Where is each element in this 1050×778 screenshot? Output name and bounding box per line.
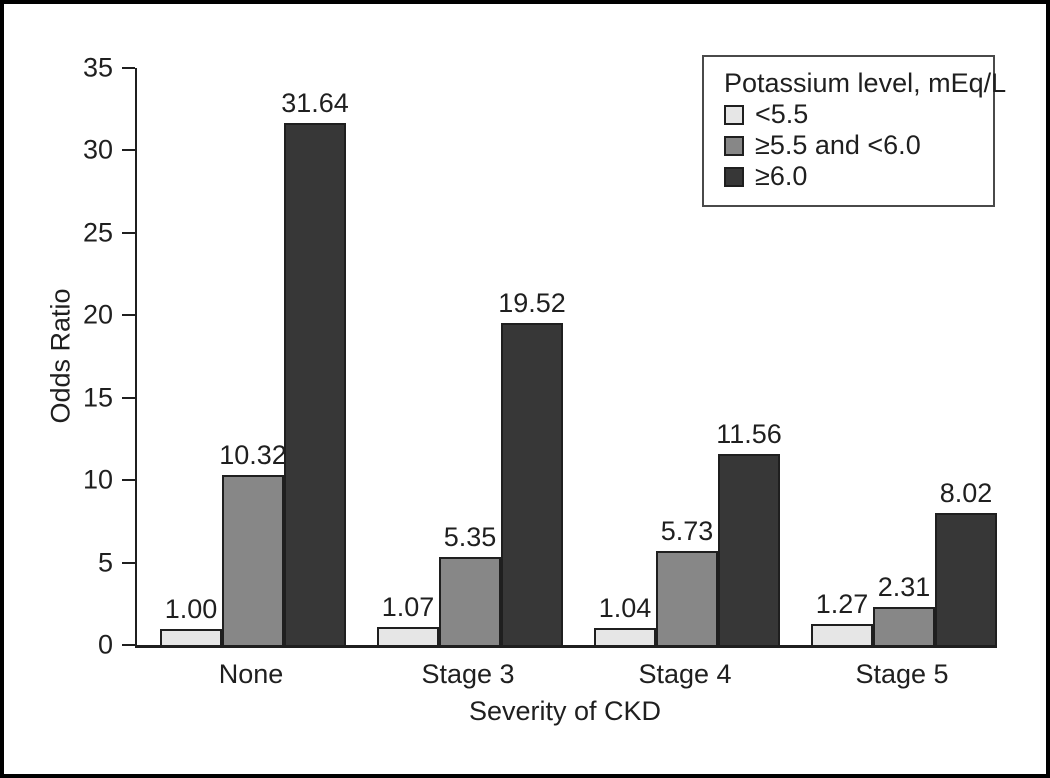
legend: Potassium level, mEq/L <5.5 ≥5.5 and <6.0… [702, 55, 1007, 207]
bar [873, 606, 935, 645]
x-axis-category-label: Stage 3 [421, 659, 515, 689]
bar-value-label: 1.04 [598, 592, 652, 623]
plot-area: 1.00 10.32 31.64 1.07 5.35 19.52 1.04 5.73 11.56… [122, 67, 997, 648]
y-axis-tick [122, 149, 135, 152]
y-axis-tick-label: 15 [82, 382, 113, 413]
bar-value-label: 8.02 [939, 477, 993, 508]
x-axis-title: Severity of CKD [468, 696, 662, 726]
y-axis-tick-label: 20 [82, 299, 113, 330]
y-axis-tick [122, 479, 135, 482]
legend-swatch [724, 104, 744, 125]
bar [160, 628, 222, 645]
y-axis-tick [122, 67, 135, 69]
x-axis-category-label: Stage 4 [638, 659, 732, 689]
bar-value-label: 19.52 [498, 288, 566, 319]
legend-item: ≥6.0 [724, 161, 993, 192]
y-axis-tick [122, 396, 135, 399]
y-axis-tick-label: 5 [97, 547, 113, 578]
y-axis-tick-label: 10 [82, 464, 113, 495]
y-axis-tick [122, 561, 135, 564]
bar [284, 123, 346, 645]
legend-items: <5.5 ≥5.5 and <6.0 ≥6.0 [724, 99, 993, 192]
y-axis-tick-label: 0 [97, 629, 113, 660]
legend-title: Potassium level, mEq/L [724, 68, 1007, 98]
y-axis-tick [122, 644, 135, 646]
bar-value-label: 5.35 [443, 521, 497, 552]
bar-value-label: 5.73 [660, 515, 714, 546]
x-axis-category-label: None [218, 659, 284, 689]
bar [811, 624, 873, 645]
y-axis-tick-label: 30 [82, 134, 113, 165]
bar-value-label: 11.56 [716, 419, 782, 450]
bar-value-label: 31.64 [281, 88, 349, 119]
legend-item-label: ≥6.0 [755, 161, 808, 191]
y-axis-tick-label: 25 [82, 217, 113, 248]
legend-swatch [724, 166, 744, 187]
bar-value-label: 2.31 [877, 571, 931, 602]
bar-value-label: 1.00 [164, 593, 218, 624]
legend-item-label: <5.5 [755, 99, 809, 129]
legend-item-label: ≥5.5 and <6.0 [755, 130, 921, 160]
bar [935, 512, 997, 645]
bar [377, 627, 439, 645]
y-axis-tick-label: 35 [82, 52, 113, 83]
bar-value-label: 10.32 [219, 439, 287, 470]
bar [439, 556, 501, 645]
y-axis-tick [122, 314, 135, 317]
legend-item: ≥5.5 and <6.0 [724, 130, 993, 161]
bar [718, 454, 780, 645]
bar [656, 550, 718, 645]
legend-item: <5.5 [724, 99, 993, 130]
bar [594, 627, 656, 645]
bar-value-label: 1.27 [815, 589, 869, 620]
bar [222, 474, 284, 645]
x-axis-category-label: Stage 5 [855, 659, 949, 689]
bar-value-label: 1.07 [381, 592, 435, 623]
y-axis-tick [122, 231, 135, 234]
bar [501, 323, 563, 645]
legend-swatch [724, 135, 744, 156]
